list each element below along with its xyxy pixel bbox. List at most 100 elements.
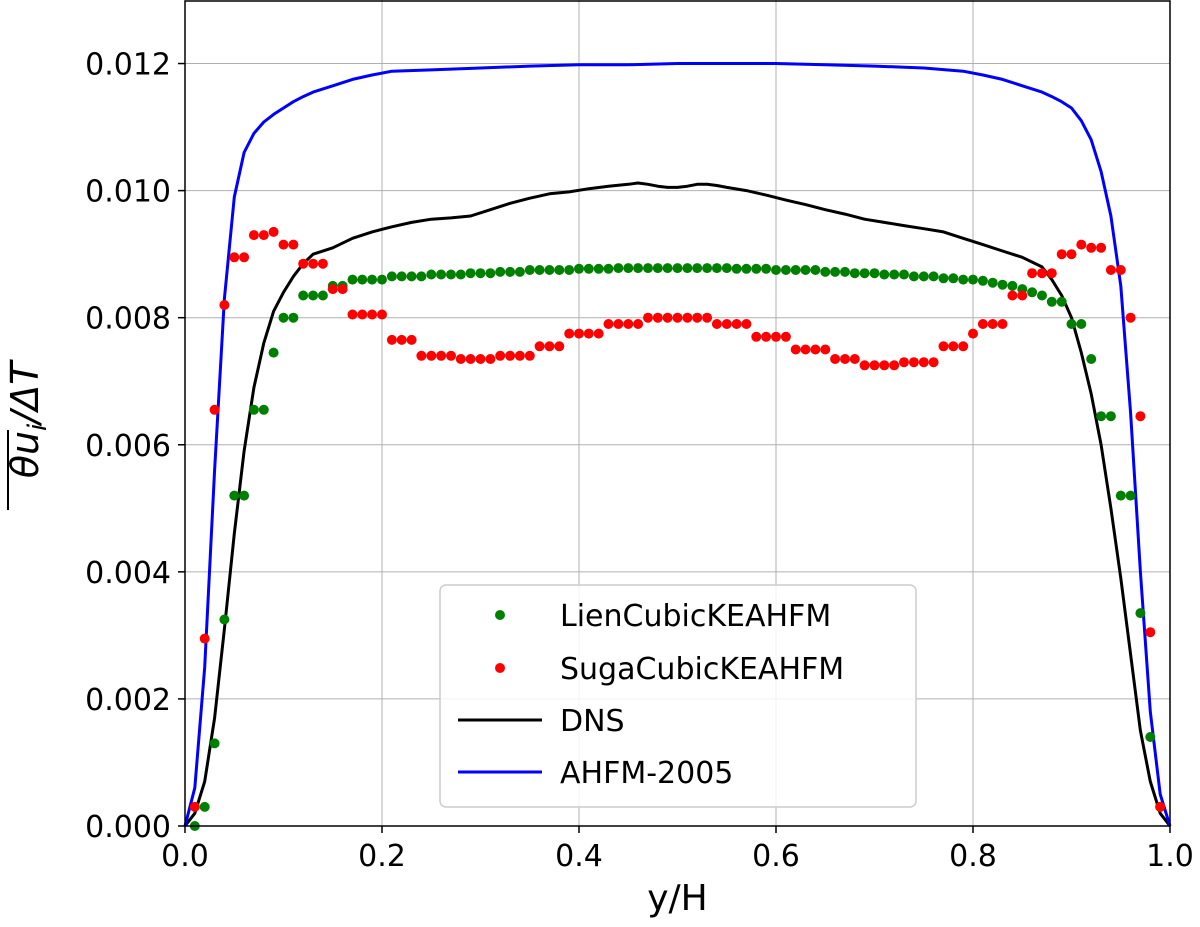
liencubickeahfm-point xyxy=(278,312,289,323)
sugacubickeahfm-point xyxy=(524,350,535,361)
sugacubickeahfm-point xyxy=(889,360,900,371)
sugacubickeahfm-point xyxy=(1066,249,1077,260)
sugacubickeahfm-point xyxy=(849,354,860,364)
liencubickeahfm-point xyxy=(810,265,821,275)
liencubickeahfm-point xyxy=(830,266,841,277)
legend-marker-liencubickeahfm xyxy=(495,610,505,620)
sugacubickeahfm-point xyxy=(1076,239,1087,250)
liencubickeahfm-point xyxy=(446,269,456,280)
liencubickeahfm-point xyxy=(367,274,378,285)
sugacubickeahfm-point xyxy=(593,328,604,339)
sugacubickeahfm-point xyxy=(505,350,516,361)
legend-label-sugacubickeahfm: SugaCubicKEAHFM xyxy=(560,652,844,687)
sugacubickeahfm-point xyxy=(583,328,594,339)
y-tick-label: 0.006 xyxy=(85,429,171,464)
liencubickeahfm-point xyxy=(416,271,427,282)
sugacubickeahfm-point xyxy=(908,357,919,368)
liencubickeahfm-point xyxy=(849,268,860,279)
liencubickeahfm-point xyxy=(248,404,259,415)
sugacubickeahfm-point xyxy=(475,354,486,364)
liencubickeahfm-point xyxy=(987,277,998,288)
liencubickeahfm-point xyxy=(751,263,762,274)
sugacubickeahfm-point xyxy=(928,357,939,368)
liencubickeahfm-point xyxy=(298,290,309,301)
liencubickeahfm-point xyxy=(347,274,358,285)
liencubickeahfm-point xyxy=(1105,411,1116,422)
y-axis-label-theta: θ xyxy=(3,455,47,478)
y-axis-label: θui/ΔT xyxy=(3,359,53,510)
sugacubickeahfm-point xyxy=(1007,290,1018,301)
sugacubickeahfm-point xyxy=(948,341,959,352)
liencubickeahfm-point xyxy=(268,347,279,358)
sugacubickeahfm-point xyxy=(741,319,752,329)
sugacubickeahfm-point xyxy=(514,350,525,361)
sugacubickeahfm-point xyxy=(751,331,762,342)
sugacubickeahfm-point xyxy=(987,319,998,329)
sugacubickeahfm-point xyxy=(603,319,614,329)
liencubickeahfm-point xyxy=(583,263,594,274)
liencubickeahfm-point xyxy=(465,268,476,279)
liencubickeahfm-point xyxy=(455,269,466,280)
liencubickeahfm-point xyxy=(682,263,693,274)
sugacubickeahfm-point xyxy=(711,319,722,329)
sugacubickeahfm-point xyxy=(278,239,289,250)
sugacubickeahfm-point xyxy=(1046,268,1057,279)
sugacubickeahfm-point xyxy=(1086,242,1097,253)
liencubickeahfm-point xyxy=(564,265,575,275)
liencubickeahfm-point xyxy=(899,269,909,280)
liencubickeahfm-point xyxy=(1007,280,1018,291)
liencubickeahfm-point xyxy=(613,263,624,274)
sugacubickeahfm-point xyxy=(731,319,742,329)
liencubickeahfm-point xyxy=(938,273,949,284)
liencubickeahfm-point xyxy=(908,271,919,282)
sugacubickeahfm-point xyxy=(830,354,841,364)
ahfm-2005-line xyxy=(183,62,1172,827)
x-tick-label: 0.2 xyxy=(358,839,406,874)
liencubickeahfm-point xyxy=(1125,490,1136,501)
liencubickeahfm-point xyxy=(820,266,831,277)
liencubickeahfm-point xyxy=(1115,490,1126,501)
sugacubickeahfm-point xyxy=(199,633,210,644)
sugacubickeahfm-point xyxy=(416,350,427,361)
liencubickeahfm-point xyxy=(1066,319,1077,329)
liencubickeahfm-point xyxy=(308,290,319,301)
sugacubickeahfm-point xyxy=(327,284,338,295)
liencubickeahfm-point xyxy=(514,266,525,277)
sugacubickeahfm-point xyxy=(771,331,781,342)
liencubickeahfm-point xyxy=(377,274,387,285)
liencubickeahfm-point xyxy=(554,265,565,275)
legend-label-liencubickeahfm: LienCubicKEAHFM xyxy=(560,599,831,634)
liencubickeahfm-point xyxy=(1086,354,1097,364)
sugacubickeahfm-point xyxy=(1155,801,1166,812)
sugacubickeahfm-point xyxy=(1027,268,1038,279)
legend: LienCubicKEAHFM SugaCubicKEAHFM DNS AHFM-20… xyxy=(439,584,917,808)
sugacubickeahfm-point xyxy=(810,344,821,355)
sugacubickeahfm-point xyxy=(465,354,476,364)
liencubickeahfm-point xyxy=(800,265,811,275)
liencubickeahfm-point xyxy=(652,263,663,274)
liencubickeahfm-point xyxy=(977,275,988,286)
legend-label-ahfm-2005: AHFM-2005 xyxy=(560,756,733,791)
sugacubickeahfm-point xyxy=(1096,242,1107,253)
sugacubickeahfm-point xyxy=(820,344,831,355)
sugacubickeahfm-point xyxy=(643,312,653,323)
liencubickeahfm-point xyxy=(219,614,230,625)
sugacubickeahfm-point xyxy=(613,319,624,329)
sugacubickeahfm-point xyxy=(633,319,644,329)
liencubickeahfm-point xyxy=(771,265,781,275)
sugacubickeahfm-point xyxy=(337,284,348,295)
liencubickeahfm-point xyxy=(840,266,850,277)
liencubickeahfm-point xyxy=(692,263,703,274)
liencubickeahfm-point xyxy=(731,263,742,274)
sugacubickeahfm-point xyxy=(780,331,791,342)
sugacubickeahfm-point xyxy=(485,354,496,364)
liencubickeahfm-point xyxy=(544,265,555,275)
liencubickeahfm-point xyxy=(702,263,713,274)
liencubickeahfm-point xyxy=(1145,732,1156,742)
liencubickeahfm-point xyxy=(968,274,978,285)
liencubickeahfm-point xyxy=(357,274,368,285)
sugacubickeahfm-point xyxy=(367,309,378,320)
y-axis-label-subscript: i xyxy=(23,423,53,431)
y-tick-label: 0.010 xyxy=(85,175,171,210)
sugacubickeahfm-point xyxy=(288,239,299,250)
